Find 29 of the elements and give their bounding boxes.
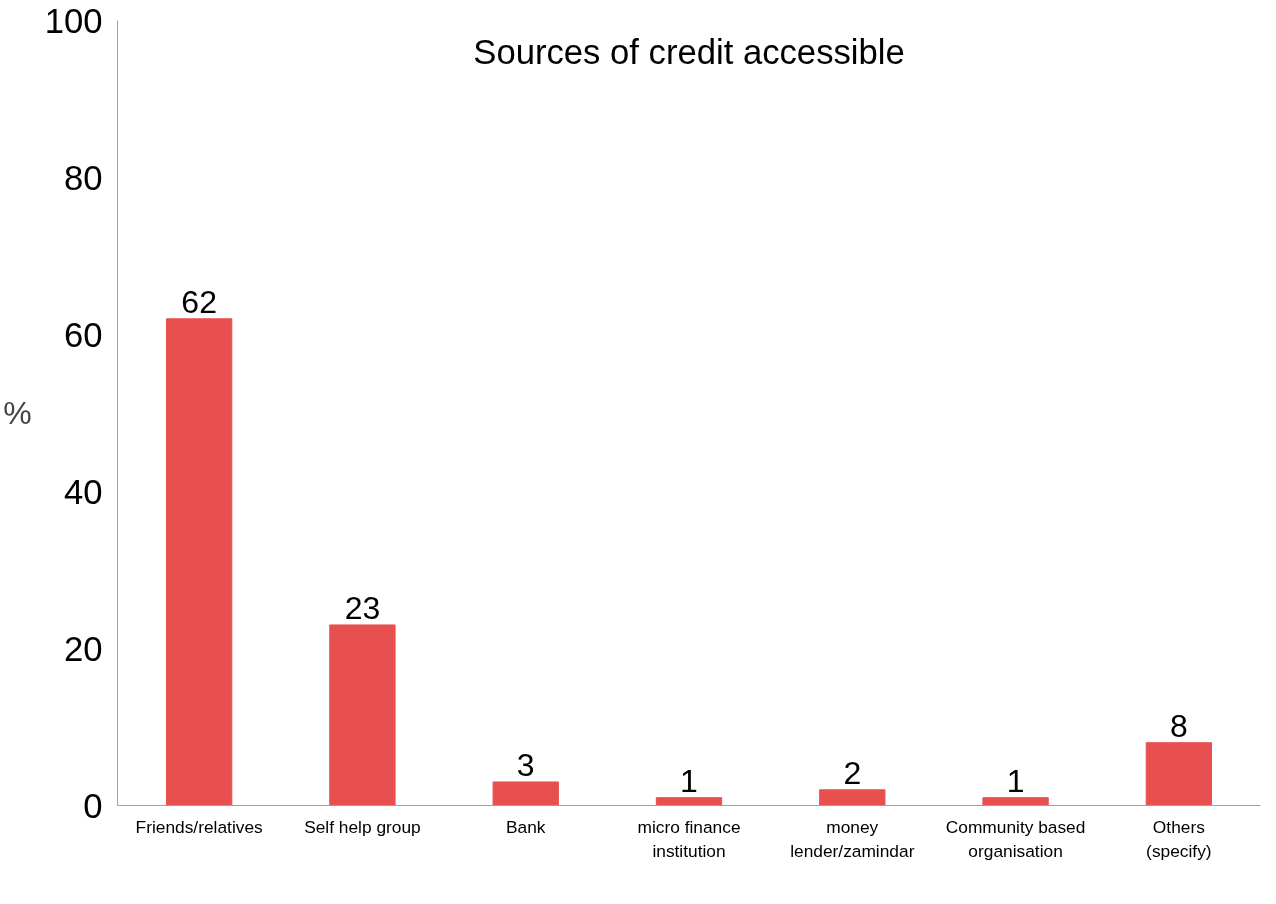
x-tick-label: micro finance institution (637, 816, 741, 861)
x-tick-label: Community based organisation (945, 816, 1086, 861)
y-tick-label: 80 (63, 158, 103, 197)
bar (655, 797, 723, 806)
bar (1145, 742, 1213, 806)
data-label: 3 (516, 746, 535, 783)
bar (165, 318, 233, 806)
y-tick-label: 60 (63, 315, 103, 354)
x-tick-label: Others (specify) (1146, 816, 1212, 861)
y-axis-title: % (3, 395, 32, 431)
x-tick-label: Friends/relatives (135, 816, 264, 837)
bar (819, 789, 886, 806)
bar (982, 797, 1049, 806)
data-label: 1 (680, 762, 698, 799)
y-tick-label: 100 (44, 1, 103, 40)
bar (492, 781, 559, 806)
y-tick-label: 40 (63, 472, 103, 511)
x-tick-label: money lender/zamindar (790, 816, 915, 861)
data-label: 8 (1169, 707, 1188, 744)
bar (329, 624, 396, 806)
data-label: 62 (181, 283, 217, 320)
data-label: 1 (1006, 762, 1025, 799)
chart-title: Sources of credit accessible (473, 32, 905, 71)
x-tick-label: Self help group (304, 816, 421, 837)
x-tick-label: Bank (505, 816, 546, 837)
data-label: 23 (344, 589, 381, 626)
y-tick-label: 0 (83, 786, 103, 825)
data-label: 2 (843, 754, 862, 791)
y-tick-label: 20 (63, 629, 103, 668)
